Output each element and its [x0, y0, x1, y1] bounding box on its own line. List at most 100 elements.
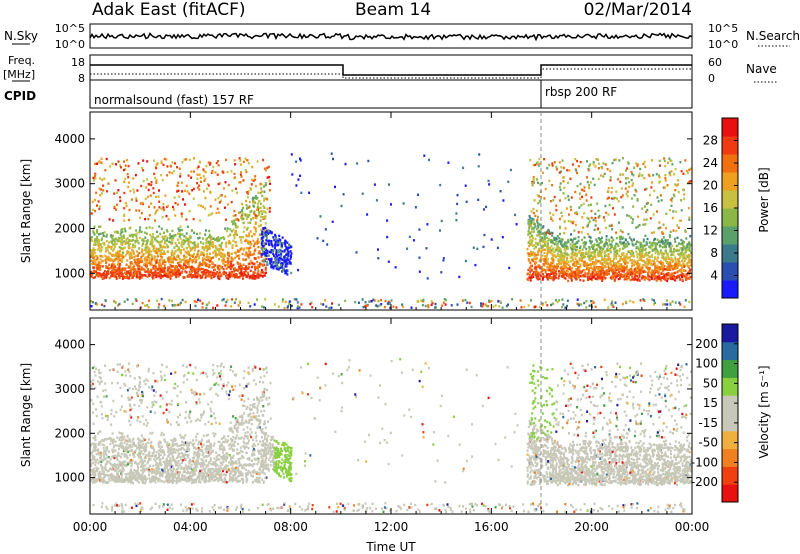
range-gate-cell: [209, 259, 212, 263]
range-gate-cell: [100, 249, 103, 252]
range-gate-cell: [681, 243, 684, 247]
range-gate-cell: [637, 266, 639, 269]
range-gate-cell: [602, 275, 605, 278]
range-gate-cell: [620, 235, 622, 238]
range-gate-cell: [584, 272, 587, 276]
range-gate-cell: [632, 263, 635, 266]
range-gate-cell: [574, 260, 576, 264]
range-gate-cell: [178, 167, 181, 170]
range-gate-cell: [590, 240, 593, 243]
range-gate-cell: [627, 272, 630, 275]
range-gate-cell: [609, 176, 612, 179]
range-gate-cell: [550, 245, 553, 248]
range-gate-cell: [288, 302, 291, 305]
range-gate-cell: [126, 252, 129, 255]
range-gate-cell: [672, 265, 674, 268]
range-gate-cell: [126, 271, 129, 274]
range-gate-cell: [652, 262, 655, 266]
range-gate-cell: [155, 274, 158, 277]
range-gate-cell: [677, 179, 680, 182]
range-gate-cell: [640, 269, 643, 272]
range-gate-cell: [545, 254, 548, 257]
range-gate-cell: [642, 255, 645, 258]
range-gate-cell: [259, 191, 262, 195]
range-gate-cell: [269, 230, 272, 233]
range-gate-cell: [277, 305, 280, 308]
range-gate-cell: [575, 211, 578, 214]
range-gate-cell: [625, 259, 628, 262]
range-gate-cell: [476, 247, 479, 250]
range-gate-cell: [206, 252, 209, 256]
range-gate-cell: [109, 271, 112, 274]
range-gate-cell: [655, 173, 658, 176]
range-gate-cell: [158, 303, 161, 306]
range-gate-cell: [215, 272, 218, 276]
range-gate-cell: [637, 262, 640, 265]
range-gate-cell: [579, 249, 581, 252]
range-gate-cell: [247, 190, 250, 193]
range-gate-cell: [116, 231, 119, 234]
range-gate-cell: [105, 261, 108, 265]
range-gate-cell: [248, 253, 251, 257]
range-gate-cell: [681, 257, 684, 260]
range-gate-cell: [581, 251, 583, 255]
range-gate-cell: [275, 236, 278, 240]
range-gate-cell: [624, 262, 626, 265]
range-gate-cell: [639, 254, 642, 258]
range-gate-cell: [568, 267, 571, 271]
range-gate-cell: [119, 164, 122, 167]
range-gate-cell: [606, 168, 609, 171]
range-gate-cell: [598, 245, 601, 248]
range-gate-cell: [118, 251, 121, 254]
range-gate-cell: [271, 263, 274, 266]
range-gate-cell: [257, 245, 260, 249]
range-gate-cell: [530, 269, 533, 272]
range-gate-cell: [565, 245, 568, 249]
range-gate-cell: [621, 194, 624, 197]
range-gate-cell: [571, 272, 574, 275]
range-gate-cell: [146, 275, 149, 279]
range-gate-cell: [531, 226, 534, 230]
range-gate-cell: [576, 269, 579, 273]
range-gate-cell: [653, 272, 656, 275]
range-gate-cell: [629, 278, 632, 282]
range-gate-cell: [195, 260, 198, 263]
range-gate-cell: [612, 275, 615, 278]
range-gate-cell: [152, 267, 155, 270]
range-gate-cell: [289, 254, 292, 257]
range-gate-cell: [280, 254, 283, 258]
range-gate-cell: [129, 266, 132, 270]
range-gate-cell: [560, 257, 563, 261]
range-gate-cell: [155, 261, 158, 264]
range-gate-cell: [91, 273, 94, 276]
range-gate-cell: [601, 236, 603, 239]
range-gate-cell: [233, 219, 235, 222]
range-gate-cell: [576, 245, 578, 249]
range-gate-cell: [445, 298, 447, 302]
range-gate-cell: [689, 167, 692, 170]
range-gate-cell: [601, 240, 604, 243]
range-gate-cell: [663, 241, 666, 245]
range-gate-cell: [684, 159, 687, 162]
range-gate-cell: [212, 262, 215, 265]
range-gate-cell: [677, 260, 680, 263]
range-gate-cell: [174, 241, 177, 245]
range-gate-cell: [214, 198, 217, 201]
range-gate-cell: [171, 238, 173, 241]
range-gate-cell: [653, 189, 656, 193]
range-gate-cell: [262, 245, 264, 248]
range-gate-cell: [220, 273, 223, 276]
range-gate-cell: [156, 209, 159, 212]
range-gate-cell: [604, 250, 607, 253]
range-gate-cell: [642, 298, 645, 301]
range-gate-cell: [167, 266, 170, 269]
range-gate-cell: [623, 241, 625, 244]
range-gate-cell: [546, 304, 549, 307]
range-gate-cell: [99, 262, 102, 265]
range-gate-cell: [623, 268, 626, 272]
range-gate-cell: [221, 259, 224, 262]
range-gate-cell: [138, 261, 141, 265]
range-gate-cell: [234, 222, 237, 225]
range-gate-cell: [204, 274, 207, 277]
range-gate-cell: [658, 266, 661, 269]
